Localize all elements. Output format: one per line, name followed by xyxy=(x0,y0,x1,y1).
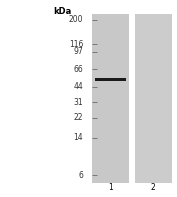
Text: 6: 6 xyxy=(78,171,83,180)
Text: 200: 200 xyxy=(69,16,83,24)
Bar xyxy=(135,14,172,183)
Text: 44: 44 xyxy=(73,83,83,91)
Bar xyxy=(95,78,126,81)
Text: 14: 14 xyxy=(74,133,83,142)
Text: 116: 116 xyxy=(69,40,83,49)
Bar xyxy=(92,14,129,183)
Text: 66: 66 xyxy=(73,65,83,73)
Text: 22: 22 xyxy=(74,113,83,122)
Text: 1: 1 xyxy=(108,183,113,192)
Text: 31: 31 xyxy=(74,98,83,107)
Text: 2: 2 xyxy=(151,183,156,192)
Text: kDa: kDa xyxy=(53,7,71,16)
Text: 97: 97 xyxy=(73,47,83,57)
